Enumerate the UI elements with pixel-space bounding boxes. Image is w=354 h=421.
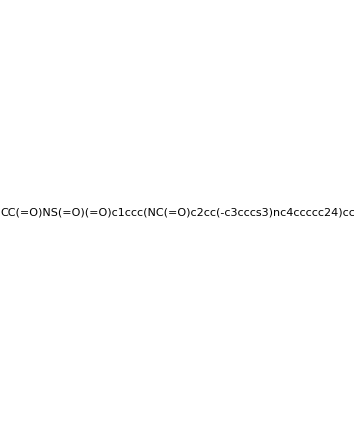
Text: CC(=O)NS(=O)(=O)c1ccc(NC(=O)c2cc(-c3cccs3)nc4ccccc24)cc1: CC(=O)NS(=O)(=O)c1ccc(NC(=O)c2cc(-c3cccs… bbox=[0, 208, 354, 218]
